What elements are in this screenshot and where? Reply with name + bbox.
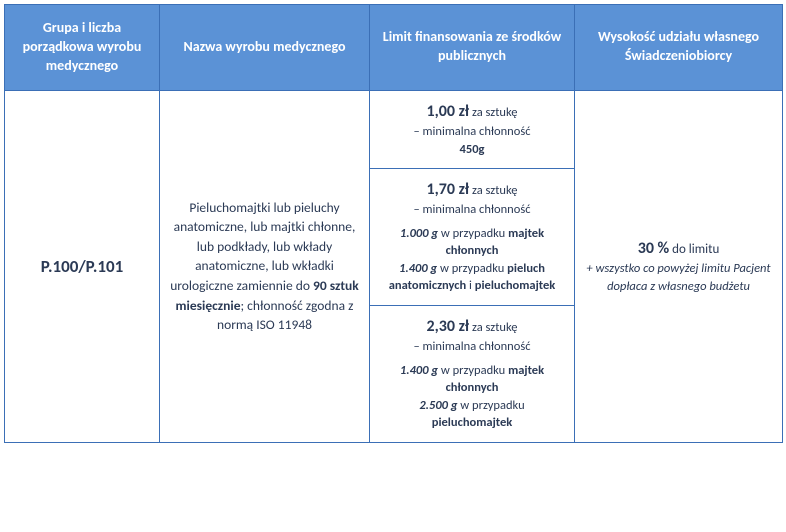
limit-1-line3: 450g <box>378 141 566 159</box>
product-description: Pieluchomajtki lub pieluchy anatomiczne,… <box>168 198 361 335</box>
limit-1-line1: 1,00 zł za sztukę <box>378 101 566 123</box>
limit-1-price: 1,00 zł <box>427 102 470 121</box>
limit-2-spec2-g: 1.400 g <box>399 261 437 276</box>
cell-code: P.100/P.101 <box>5 90 160 442</box>
data-row: P.100/P.101 Pieluchomajtki lub pieluchy … <box>5 90 783 442</box>
limit-3-per: za sztukę <box>469 320 517 335</box>
share-pct: 30 % <box>638 239 670 258</box>
limit-stack: 1,00 zł za sztukę – minimalna chłonność … <box>370 91 574 442</box>
limit-3-spec1-txt: w przypadku <box>438 363 508 378</box>
header-col-limit: Limit finansowania ze środków publicznyc… <box>370 5 575 91</box>
limit-2-spec1-txt: w przypadku <box>438 226 508 241</box>
limit-3-spec2-g: 2.500 g <box>419 398 457 413</box>
limit-2-spec2-txt: w przypadku <box>437 261 507 276</box>
limit-3-line2: – minimalna chłonność <box>378 338 566 356</box>
share-pct-post: do limitu <box>669 242 719 257</box>
limit-3-spec2: 2.500 g w przypadku pieluchomajtek <box>378 397 566 432</box>
limit-3-spec1: 1.400 g w przypadku majtek chłonnych <box>378 362 566 397</box>
limit-tier-3: 2,30 zł za sztukę – minimalna chłonność … <box>370 306 574 442</box>
limit-2-price: 1,70 zł <box>427 180 470 199</box>
limit-2-spec2-and: i <box>466 278 475 293</box>
limit-2-line1: 1,70 zł za sztukę <box>378 179 566 201</box>
reimbursement-table: Grupa i liczba porządkowa wyrobu medyczn… <box>4 4 783 443</box>
limit-3-spec2-txt: w przypadku <box>457 398 524 413</box>
limit-3-spec1-g: 1.400 g <box>400 363 438 378</box>
header-col-group: Grupa i liczba porządkowa wyrobu medyczn… <box>5 5 160 91</box>
header-row: Grupa i liczba porządkowa wyrobu medyczn… <box>5 5 783 91</box>
limit-2-line2: – minimalna chłonność <box>378 201 566 219</box>
limit-tier-2: 1,70 zł za sztukę – minimalna chłonność … <box>370 169 574 306</box>
limit-2-spec2: 1.400 g w przypadku pieluch anatomicznyc… <box>378 260 566 295</box>
share-content: 30 % do limitu + wszystko co powyżej lim… <box>583 237 774 296</box>
cell-limits: 1,00 zł za sztukę – minimalna chłonność … <box>370 90 575 442</box>
limit-2-spec2-bold2: pieluchomajtek <box>475 278 556 293</box>
product-code: P.100/P.101 <box>41 256 123 277</box>
limit-3-price: 2,30 zł <box>427 317 470 336</box>
limit-1-per: za sztukę <box>469 105 517 120</box>
limit-1-line2: – minimalna chłonność <box>378 123 566 141</box>
limit-2-spec1-g: 1.000 g <box>400 226 438 241</box>
cell-share: 30 % do limitu + wszystko co powyżej lim… <box>575 90 783 442</box>
limit-3-line1: 2,30 zł za sztukę <box>378 316 566 338</box>
header-col-product: Nazwa wyrobu medycznego <box>160 5 370 91</box>
limit-2-spec1: 1.000 g w przypadku majtek chłonnych <box>378 225 566 260</box>
limit-tier-1: 1,00 zł za sztukę – minimalna chłonność … <box>370 91 574 169</box>
share-line1: 30 % do limitu <box>583 237 774 260</box>
limit-2-per: za sztukę <box>469 183 517 198</box>
header-col-share: Wysokość udziału własnego Świadczeniobio… <box>575 5 783 91</box>
limit-3-spec2-bold: pieluchomajtek <box>432 415 513 430</box>
share-note: + wszystko co powyżej limitu Pacjent dop… <box>583 260 774 296</box>
cell-description: Pieluchomajtki lub pieluchy anatomiczne,… <box>160 90 370 442</box>
limit-1-abs: 450g <box>460 142 485 157</box>
